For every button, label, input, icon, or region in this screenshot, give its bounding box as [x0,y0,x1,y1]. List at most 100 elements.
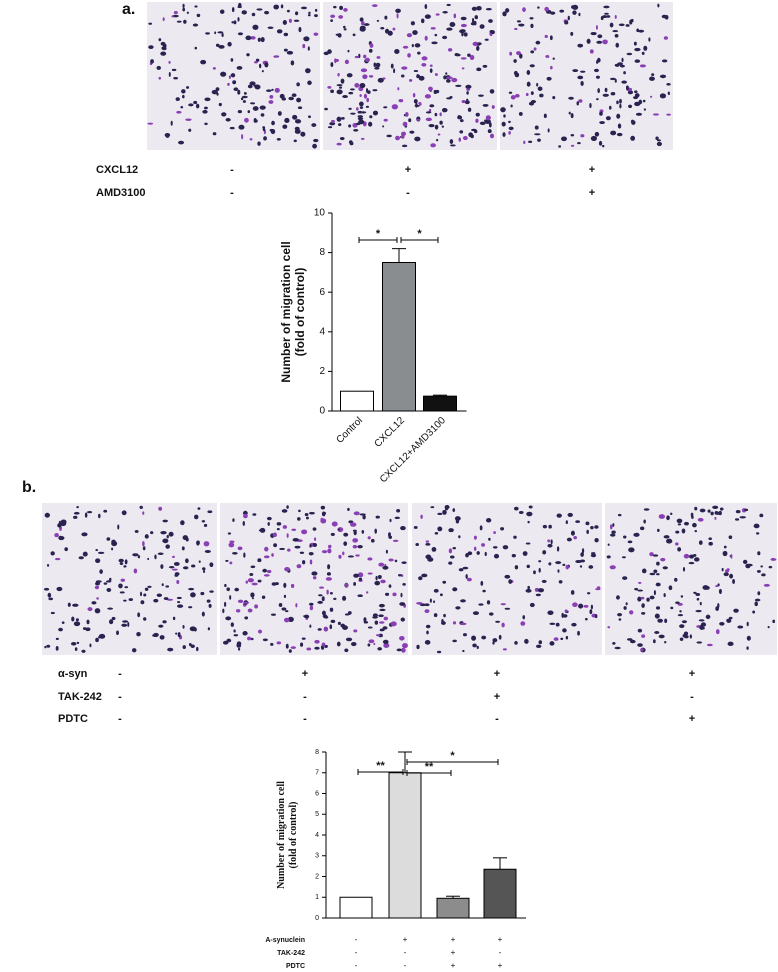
cell [556,546,560,552]
cell [150,59,154,64]
cell [264,546,269,552]
cell [181,546,185,551]
cell [176,20,182,23]
cell [401,642,408,649]
cell [367,643,371,647]
cell [274,87,280,93]
cell [448,561,453,565]
cell [233,634,239,637]
cell [303,36,310,42]
cell [482,589,486,593]
cell [425,543,431,546]
cell [453,13,457,19]
cell [233,629,236,633]
cell [522,7,526,12]
cell [189,626,197,632]
cell [188,587,195,591]
cell [290,646,296,650]
cell [312,543,318,548]
bar [423,395,457,412]
cell [633,532,640,537]
cell [382,626,388,630]
cell [621,80,627,84]
cell [207,627,211,631]
cell [577,75,584,80]
cell [327,548,332,554]
cell [168,60,171,64]
cell [350,522,357,527]
cell [424,639,431,645]
cell [166,534,169,539]
cell [492,638,498,643]
cell [452,587,458,592]
cell [643,108,647,111]
cell [371,538,375,543]
cell [500,527,505,531]
cell [321,550,328,554]
cell [307,46,310,51]
cell [368,121,373,127]
cell [98,513,101,519]
x-tick-label: CXCL12 [372,415,407,450]
cell [651,73,655,76]
cell [221,112,227,117]
cell [728,616,733,620]
cell [237,647,241,651]
cell [180,520,185,526]
cell [173,77,179,80]
cell [467,551,473,556]
cell [459,130,464,134]
cell [273,543,278,548]
cell [637,628,643,633]
cell [407,53,411,58]
cell [590,553,597,558]
cell [607,543,610,546]
cell [584,617,588,621]
cell [465,574,468,579]
cell [465,553,469,558]
cell [227,82,230,86]
cell [284,610,289,613]
cell [194,5,198,8]
cell [508,579,513,584]
cell [600,16,604,21]
cell [319,586,324,589]
cell [655,582,661,587]
cell [324,107,328,111]
cell [547,543,553,548]
cell [284,117,290,124]
cell [165,544,170,549]
cell [489,89,495,94]
cell [650,95,653,98]
condition-mark: + [403,935,408,944]
cell [707,509,711,513]
cell [428,108,432,112]
cell [596,40,603,44]
y-tick-label: 2 [315,873,319,880]
cell [598,140,603,146]
cell [143,617,147,621]
cell [511,553,516,558]
cell [573,535,577,540]
cell [383,616,388,621]
y-axis-label: Number of migration cell(fold of control… [276,781,299,889]
y-tick-label: 8 [315,749,319,756]
cell [354,55,359,59]
cell [257,141,261,146]
cell [516,20,522,23]
significance-label: * [376,228,381,240]
cell [331,521,338,527]
cell [347,49,350,53]
cell [327,86,332,89]
cell [500,107,506,113]
cell [508,91,513,94]
cell [525,588,532,593]
cell [534,587,539,592]
cell [429,598,432,603]
cell [616,132,623,137]
cell [670,512,673,516]
micrograph [500,2,673,150]
cell [224,583,227,588]
cell [439,120,443,125]
cell [337,73,340,77]
